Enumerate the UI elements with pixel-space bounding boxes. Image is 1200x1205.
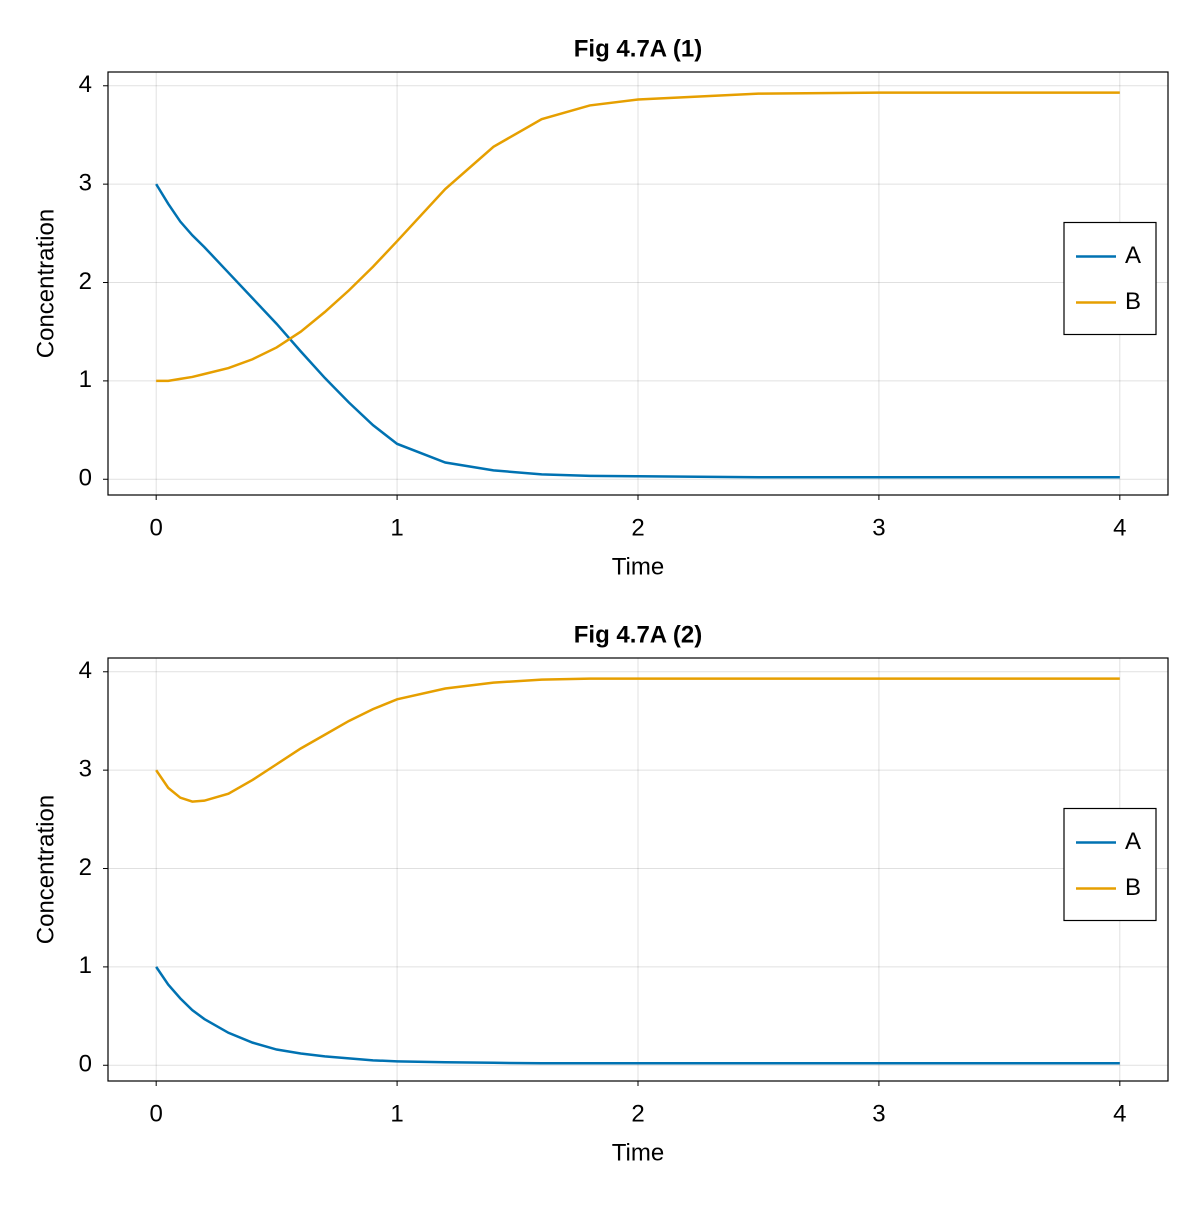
data-line: [155, 183, 1120, 479]
chart: Fig 4.7A (1) Time Concentration 0 1 2 3 4 0 1 2 3 4 A…: [32, 35, 1169, 580]
legend-box: [1063, 807, 1157, 922]
legend-label: B: [1125, 874, 1141, 901]
x-tick-label: 0: [150, 514, 163, 541]
legend-label: A: [1125, 828, 1141, 855]
y-axis-label: Concentration: [32, 209, 59, 358]
x-tick-label: 4: [1113, 514, 1126, 541]
chart-title: Fig 4.7A (2): [574, 621, 702, 648]
x-tick-label: 1: [390, 514, 403, 541]
x-tick-label: 3: [872, 514, 885, 541]
y-tick-label: 3: [79, 755, 92, 782]
y-tick-label: 1: [79, 366, 92, 393]
chart: Fig 4.7A (2) Time Concentration 0 1 2 3 4 0 1 2 3 4 A…: [32, 621, 1169, 1166]
y-tick-label: 3: [79, 169, 92, 196]
y-tick-label: 4: [79, 71, 92, 98]
y-tick-label: 0: [79, 1051, 92, 1078]
data-line: [155, 966, 1120, 1065]
plot-frame: [107, 657, 1169, 1082]
y-tick-label: 0: [79, 465, 92, 492]
data-line: [156, 91, 1120, 383]
y-tick-label: 2: [79, 854, 92, 881]
x-tick-label: 3: [872, 1100, 885, 1127]
x-axis-label: Time: [612, 1139, 664, 1166]
legend-label: A: [1125, 242, 1141, 269]
x-tick-label: 2: [631, 1100, 644, 1127]
x-tick-label: 1: [390, 1100, 403, 1127]
legend-label: B: [1125, 288, 1141, 315]
data-line: [155, 677, 1120, 803]
y-axis-label: Concentration: [32, 795, 59, 944]
x-tick-label: 2: [631, 514, 644, 541]
plot-frame: [107, 71, 1169, 496]
y-tick-label: 2: [79, 268, 92, 295]
x-tick-label: 4: [1113, 1100, 1126, 1127]
chart-title: Fig 4.7A (1): [574, 35, 702, 62]
x-axis-label: Time: [612, 553, 664, 580]
x-tick-label: 0: [150, 1100, 163, 1127]
y-tick-label: 4: [79, 657, 92, 684]
y-tick-label: 1: [79, 952, 92, 979]
legend-box: [1063, 221, 1157, 336]
